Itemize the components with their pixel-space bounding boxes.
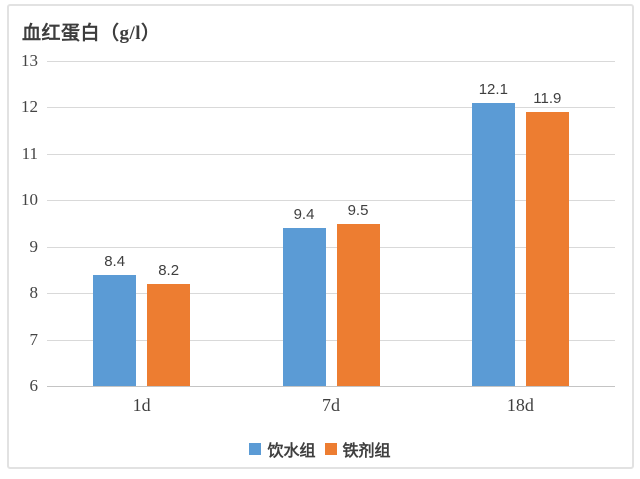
bar-value-label: 9.4	[293, 206, 315, 224]
bar-value-label: 8.2	[158, 261, 180, 279]
y-axis-tick-label: 6	[29, 376, 39, 395]
bar	[525, 112, 569, 386]
legend-item: 饮水组	[249, 437, 316, 461]
gridline	[47, 339, 615, 341]
y-axis-tick-label: 11	[21, 143, 38, 163]
legend-item-label: 饮水组	[267, 443, 316, 460]
gridline	[47, 153, 615, 155]
legend-item: 铁剂组	[324, 437, 391, 461]
gridline	[47, 386, 615, 387]
category-label: 1d	[132, 395, 151, 415]
legend-swatch	[249, 443, 262, 455]
legend-swatch	[324, 443, 337, 455]
gridline	[47, 246, 615, 248]
y-axis-tick-label: 10	[21, 190, 38, 210]
y-axis-tick-label: 13	[21, 51, 38, 70]
legend-item-label: 铁剂组	[342, 443, 391, 460]
bar	[336, 223, 380, 386]
bar	[282, 228, 326, 386]
bar	[93, 274, 137, 386]
bar-value-label: 9.5	[347, 201, 369, 219]
y-axis-tick-label: 8	[29, 283, 39, 303]
gridline	[47, 293, 615, 295]
bar	[471, 102, 515, 386]
legend: 饮水组 铁剂组	[0, 437, 640, 461]
category-label: 7d	[322, 395, 340, 415]
gridline	[47, 200, 615, 202]
gridline	[47, 61, 615, 62]
y-axis-tick-label: 7	[29, 329, 39, 349]
bar-value-label: 12.1	[478, 80, 508, 98]
bar-value-label: 11.9	[533, 90, 562, 108]
y-axis-tick-label: 9	[29, 236, 39, 256]
chart-title: 血红蛋白（g/l）	[22, 23, 161, 44]
gridline	[47, 107, 615, 109]
y-axis-tick-label: 12	[21, 97, 38, 117]
bar-value-label: 8.4	[104, 252, 126, 270]
bar	[147, 283, 191, 386]
category-label: 18d	[506, 395, 534, 415]
